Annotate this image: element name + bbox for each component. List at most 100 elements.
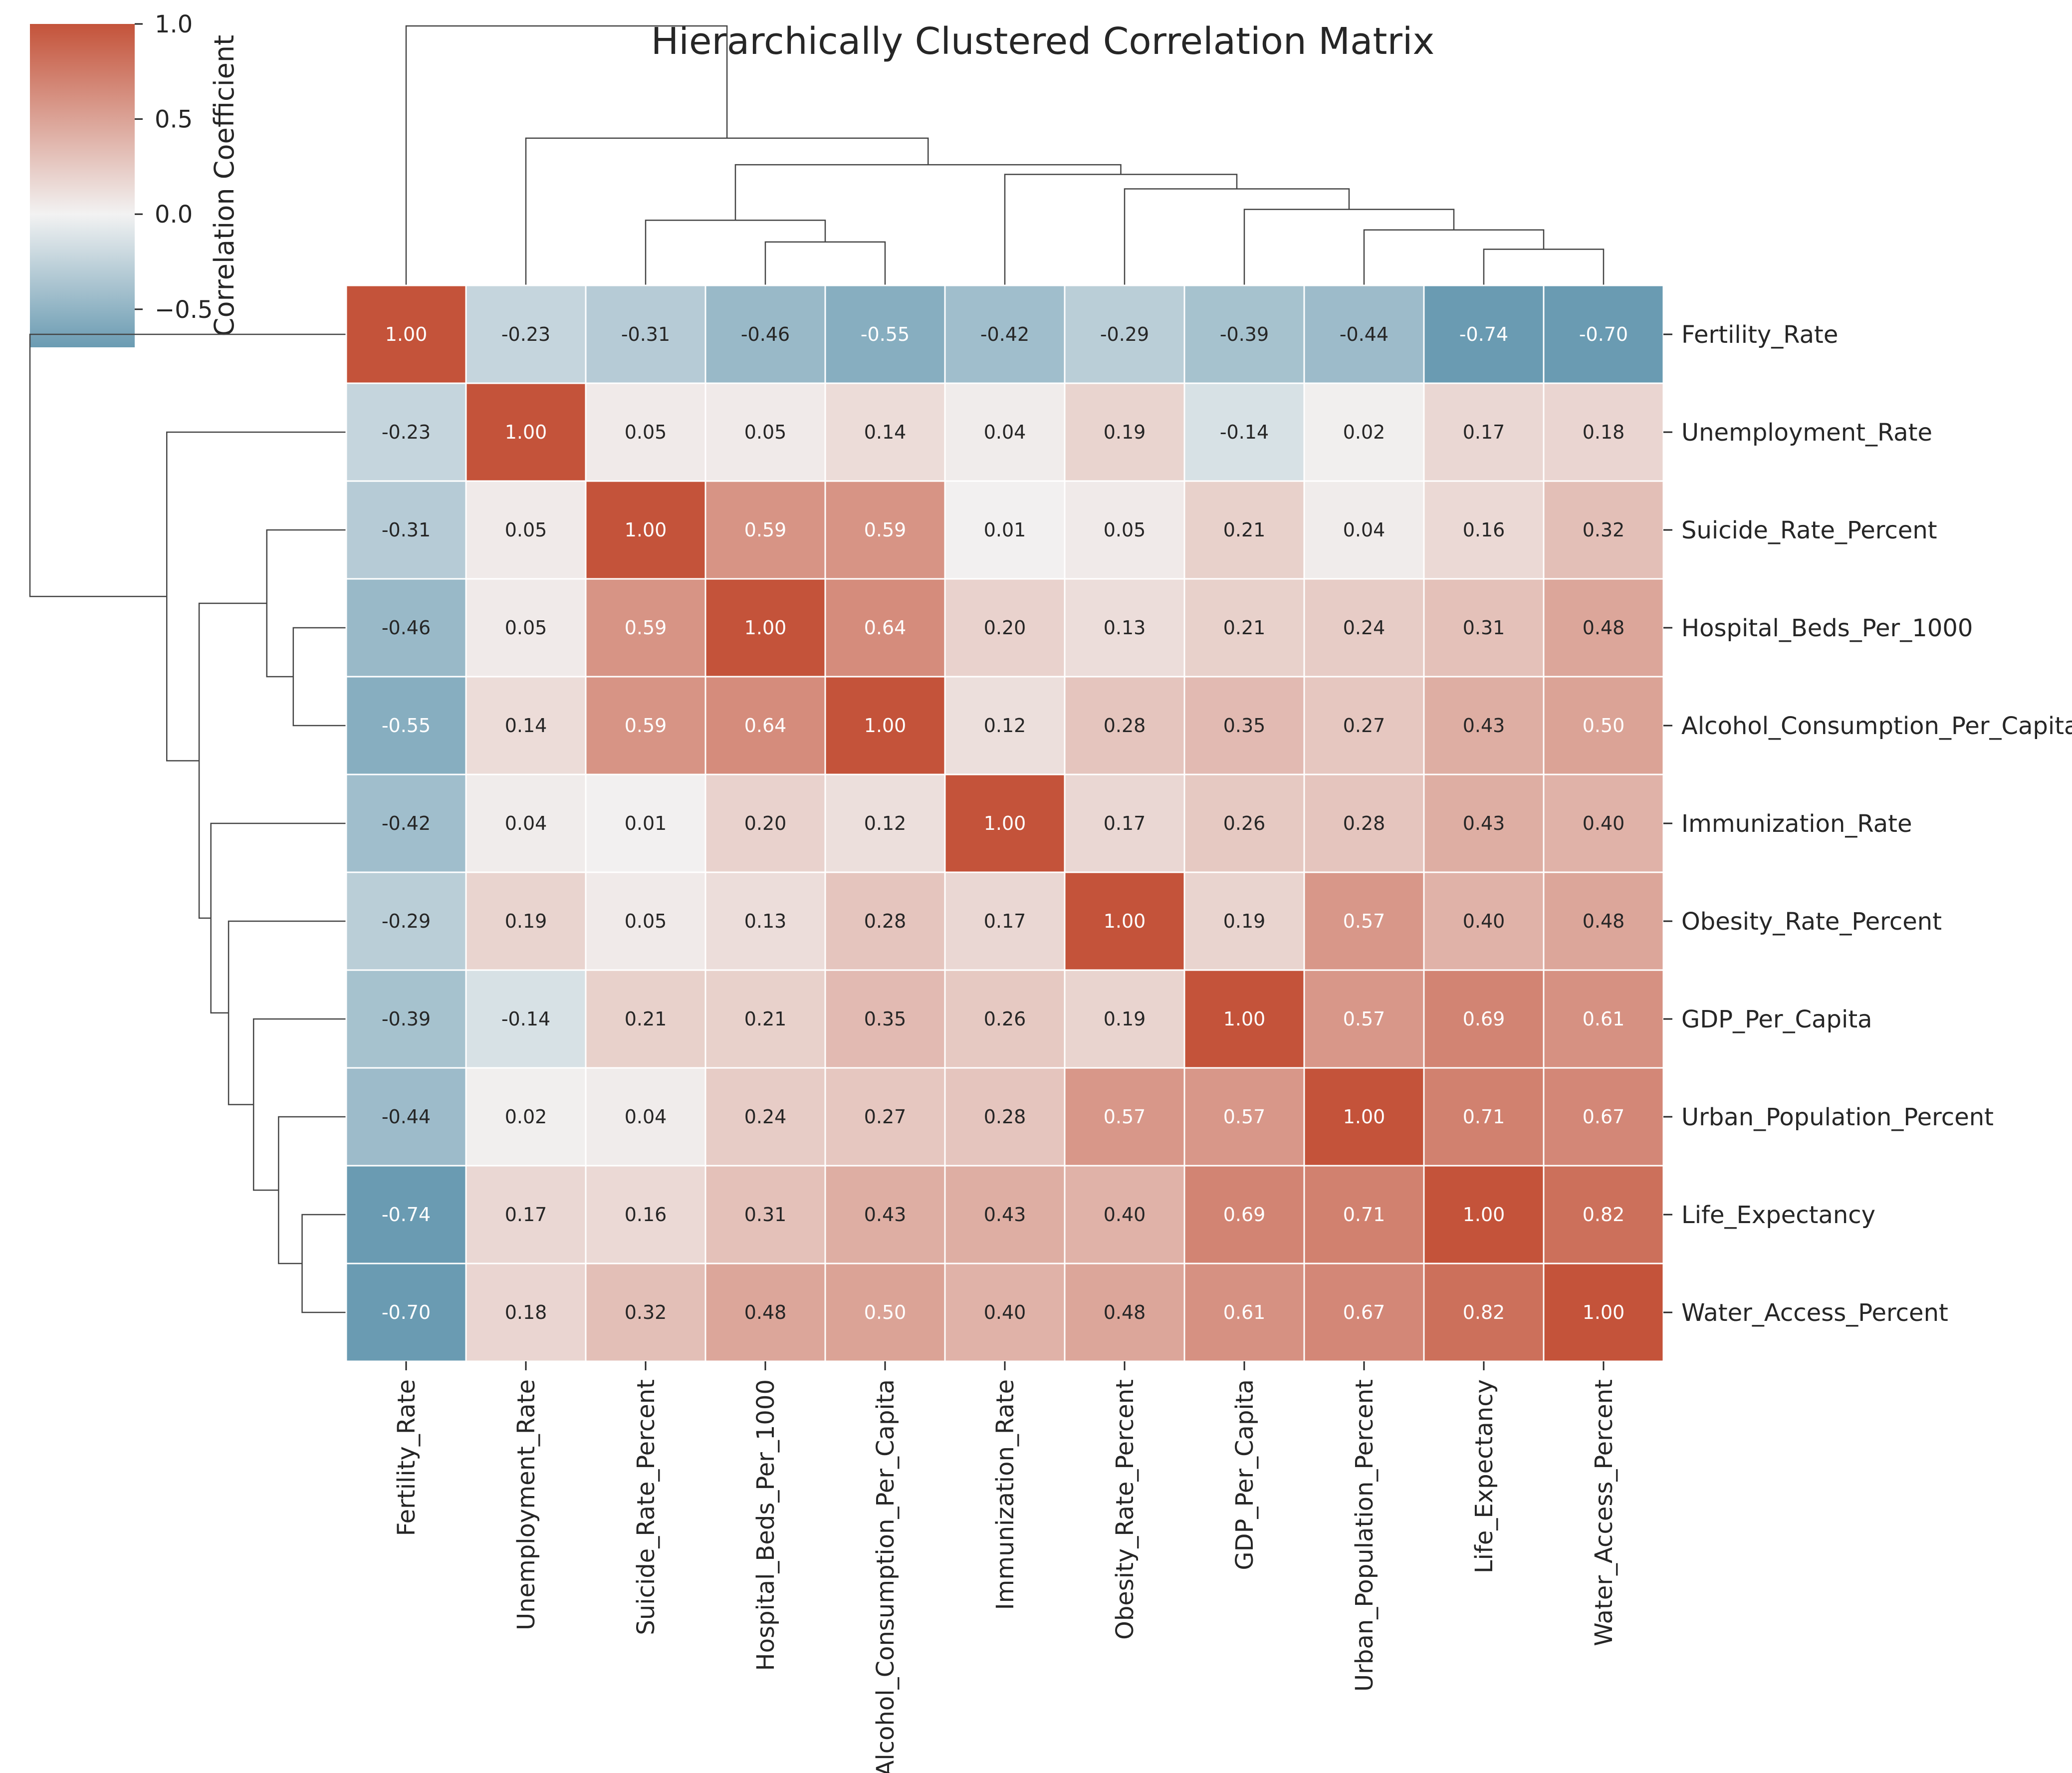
cell-value-label: 0.13 (1104, 617, 1146, 639)
cell-value-label: 0.40 (1463, 910, 1505, 932)
cell-value-label: 0.14 (505, 715, 547, 737)
column-label: Fertility_Rate (393, 1379, 421, 1536)
cell-value-label: 0.35 (864, 1008, 907, 1030)
cell-value-label: 0.67 (1583, 1106, 1625, 1128)
row-dendrogram-link (267, 530, 346, 677)
row-dendrogram-link (167, 432, 346, 760)
cell-value-label: 0.57 (1343, 1008, 1385, 1030)
cell-value-label: 0.28 (984, 1106, 1026, 1128)
cell-value-label: 0.48 (1104, 1301, 1146, 1323)
cell-value-label: 0.21 (625, 1008, 667, 1030)
cell-value-label: 0.43 (1463, 715, 1505, 737)
column-label: Alcohol_Consumption_Per_Capita (872, 1379, 900, 1773)
row-label: Obesity_Rate_Percent (1681, 908, 1942, 936)
column-dendrogram-link (1484, 249, 1604, 285)
cell-value-label: 0.82 (1583, 1204, 1625, 1226)
cell-value-label: 0.17 (984, 910, 1026, 932)
row-label: Alcohol_Consumption_Per_Capita (1681, 712, 2072, 740)
column-label: Urban_Population_Percent (1351, 1379, 1379, 1692)
cell-value-label: -0.70 (1579, 323, 1628, 345)
cell-value-label: 0.16 (1463, 519, 1505, 541)
cell-value-label: 0.05 (625, 421, 667, 443)
cell-value-label: 0.48 (1583, 910, 1625, 932)
cell-value-label: 0.12 (984, 715, 1026, 737)
cell-value-label: 0.48 (744, 1301, 787, 1323)
cell-value-label: 1.00 (864, 715, 907, 737)
cell-value-label: 0.67 (1343, 1301, 1385, 1323)
row-labels: Fertility_Rate Unemployment_Rate Suicide_R… (1663, 321, 2072, 1327)
cell-value-label: 0.31 (1463, 617, 1505, 639)
cell-value-label: 0.19 (505, 910, 547, 932)
cell-value-label: -0.44 (1340, 323, 1388, 345)
column-dendrogram-link (526, 138, 928, 285)
column-dendrogram-link (1244, 210, 1454, 285)
cell-value-label: 0.20 (984, 617, 1026, 639)
cell-value-label: 0.21 (1223, 519, 1266, 541)
cell-value-label: -0.23 (501, 323, 550, 345)
colorbar-tick-label: 0.5 (155, 106, 193, 134)
cell-value-label: 0.05 (505, 519, 547, 541)
cell-value-label: 0.43 (984, 1204, 1026, 1226)
cell-value-label: 0.27 (1343, 715, 1385, 737)
cell-value-label: -0.31 (382, 519, 431, 541)
cell-value-label: 0.18 (1583, 421, 1625, 443)
cell-value-label: -0.29 (382, 910, 431, 932)
column-dendrogram-link (1364, 230, 1544, 285)
cell-value-label: 1.00 (1223, 1008, 1266, 1030)
row-label: Immunization_Rate (1681, 810, 1912, 838)
cell-value-label: 0.59 (625, 617, 667, 639)
cell-value-label: 1.00 (1463, 1204, 1505, 1226)
column-label: Suicide_Rate_Percent (632, 1379, 660, 1635)
cell-value-label: 1.00 (505, 421, 547, 443)
cell-value-label: 0.04 (625, 1106, 667, 1128)
column-label: GDP_Per_Capita (1231, 1379, 1259, 1570)
row-dendrogram-link (293, 628, 346, 726)
cell-value-label: -0.39 (1220, 323, 1269, 345)
row-label: Fertility_Rate (1681, 321, 1838, 349)
cell-value-label: 0.04 (1343, 519, 1385, 541)
colorbar-gradient (30, 24, 135, 347)
row-dendrogram-link (211, 823, 346, 1013)
cell-value-label: 1.00 (1343, 1106, 1385, 1128)
cell-value-label: 0.02 (505, 1106, 547, 1128)
cell-value-label: 0.05 (505, 617, 547, 639)
cell-value-label: 0.17 (505, 1204, 547, 1226)
cell-value-label: 0.17 (1104, 812, 1146, 834)
cell-value-label: -0.55 (382, 715, 431, 737)
cell-value-label: 0.18 (505, 1301, 547, 1323)
row-dendrogram-link (253, 1019, 346, 1190)
row-label: Unemployment_Rate (1681, 419, 1932, 447)
column-dendrogram-link (646, 220, 825, 285)
row-dendrogram-link (30, 334, 346, 596)
cell-value-label: 1.00 (984, 812, 1026, 834)
column-dendrogram-link (1125, 189, 1349, 285)
cell-value-label: 0.13 (744, 910, 787, 932)
cell-value-label: 0.14 (864, 421, 907, 443)
cell-value-label: 0.82 (1463, 1301, 1505, 1323)
cell-value-label: 0.40 (984, 1301, 1026, 1323)
cell-value-label: 0.43 (864, 1204, 907, 1226)
cell-value-label: -0.74 (1459, 323, 1508, 345)
cell-value-label: 0.24 (744, 1106, 787, 1128)
cell-value-label: 0.35 (1223, 715, 1266, 737)
cell-value-label: 1.00 (385, 323, 428, 345)
cell-value-label: -0.55 (861, 323, 910, 345)
heatmap-cells: 1.00 -0.23 -0.31 -0.46 -0.55 -0.42 -0.29 -0.39-… (346, 285, 1663, 1361)
cell-value-label: 1.00 (1104, 910, 1146, 932)
cell-value-label: 0.59 (864, 519, 907, 541)
cell-value-label: 0.57 (1223, 1106, 1266, 1128)
cell-value-label: 0.02 (1343, 421, 1385, 443)
colorbar-ticks: 1.00.50.0−0.5 (135, 10, 213, 324)
cell-value-label: 0.50 (1583, 715, 1625, 737)
cell-value-label: 0.59 (625, 715, 667, 737)
cell-value-label: -0.42 (980, 323, 1029, 345)
cell-value-label: 0.32 (625, 1301, 667, 1323)
cell-value-label: 0.20 (744, 812, 787, 834)
cell-value-label: 0.57 (1343, 910, 1385, 932)
column-label: Unemployment_Rate (512, 1379, 540, 1630)
column-dendrogram (406, 26, 1604, 285)
row-label: Suicide_Rate_Percent (1681, 516, 1937, 544)
column-label: Obesity_Rate_Percent (1111, 1379, 1139, 1640)
cell-value-label: 0.69 (1463, 1008, 1505, 1030)
cell-value-label: 0.27 (864, 1106, 907, 1128)
